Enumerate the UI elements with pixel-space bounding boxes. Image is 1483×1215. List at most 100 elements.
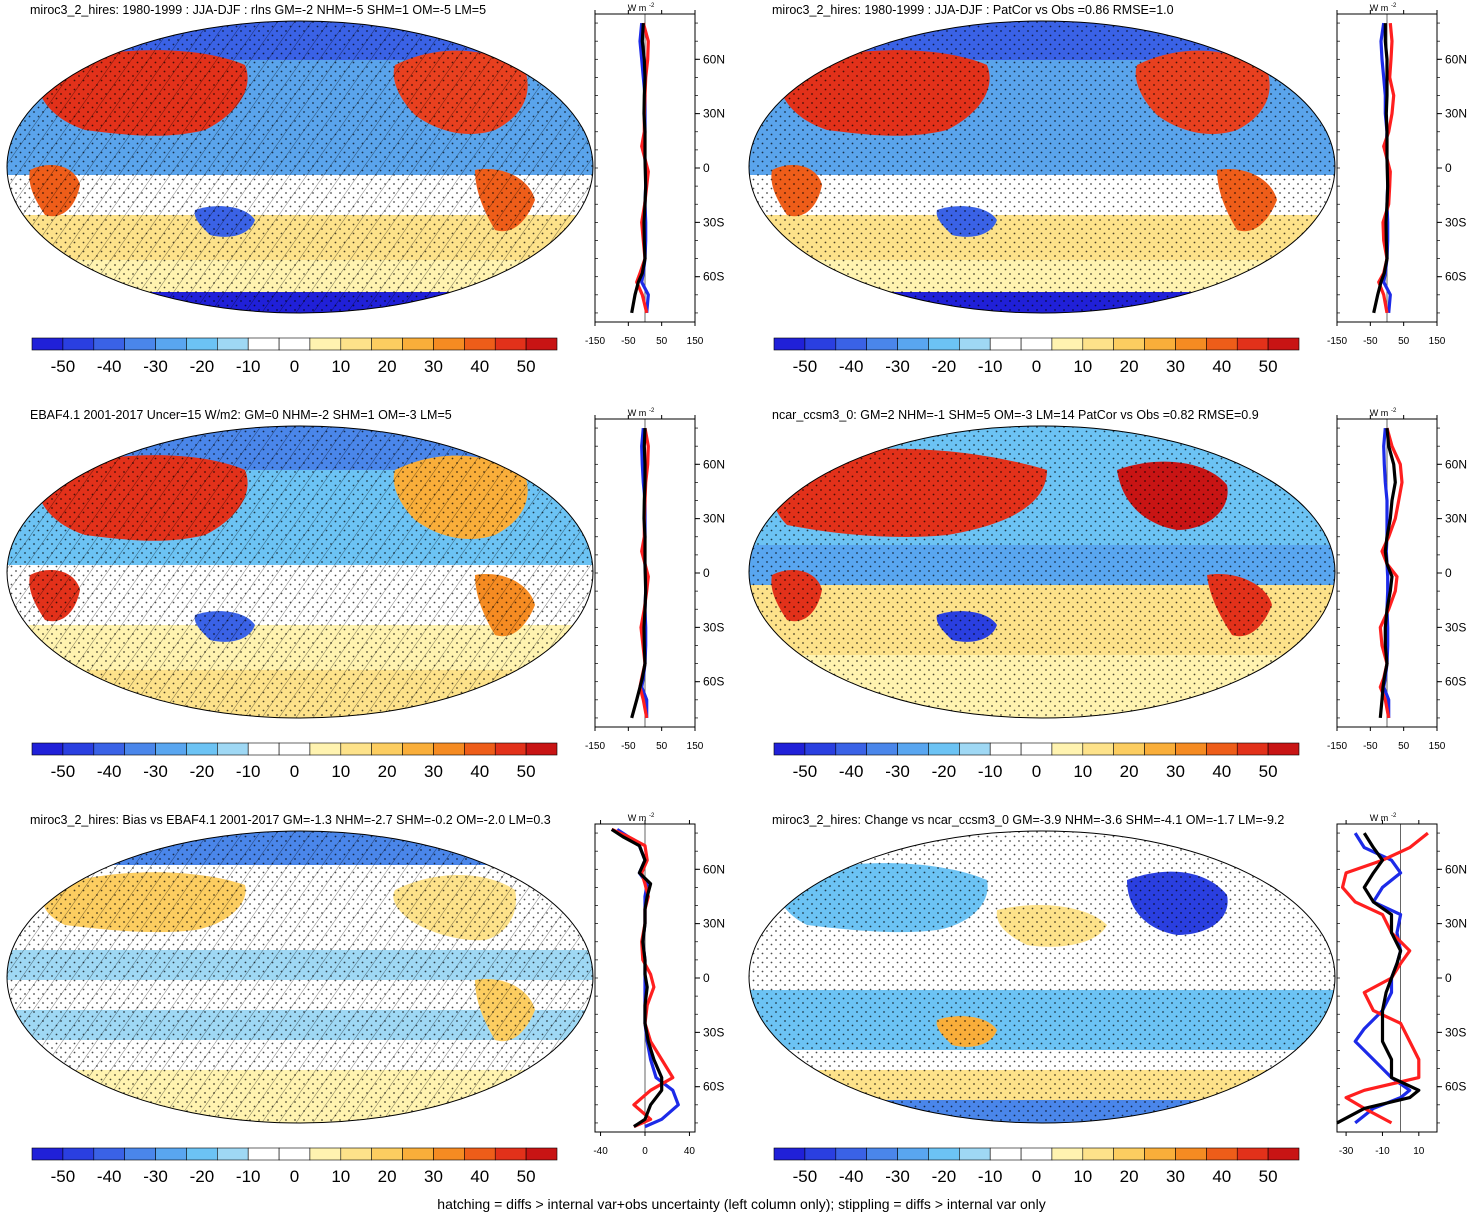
- colorbar-swatch: [1236, 742, 1269, 756]
- colorbar-swatch: [773, 337, 806, 351]
- colorbar-label: -20: [190, 1167, 215, 1186]
- map-border: [748, 830, 1336, 1124]
- panel-ncar-ccsm3: ncar_ccsm3_0: GM=2 NHM=-1 SHM=5 OM=-3 LM…: [742, 405, 1483, 810]
- colorbar-swatch: [186, 337, 218, 351]
- colorbar-label: -10: [236, 357, 261, 376]
- units-label: W m: [1370, 3, 1389, 13]
- lat-label: 60S: [703, 675, 724, 689]
- colorbar-swatch: [959, 742, 991, 756]
- units-label: W m: [628, 408, 647, 418]
- x-tick-label: 50: [656, 741, 668, 752]
- colorbar-swatch: [31, 337, 64, 351]
- zonal-black-line: [1378, 427, 1397, 719]
- colorbar-label: 0: [290, 762, 299, 781]
- colorbar-swatch: [866, 742, 898, 756]
- colorbar-label: 0: [1032, 1167, 1041, 1186]
- colorbar-swatch: [1051, 337, 1084, 351]
- colorbar-swatch: [494, 1147, 527, 1161]
- colorbar-swatch: [247, 742, 280, 756]
- zonal-mean-plot: W m -2 60N 30N 0 30S 60S -30 -10 10: [1336, 813, 1467, 1157]
- lat-label: 60N: [1445, 862, 1467, 876]
- colorbar: -50 -40 -30 -20 -10 0 10 20 30 40 50: [773, 337, 1300, 376]
- colorbar-swatch: [340, 742, 372, 756]
- colorbar-swatch: [217, 742, 249, 756]
- colorbar-swatch: [1236, 1147, 1269, 1161]
- zonal-mean-plot: W m -2 60N 30N 0 30S 60S -150 -50 50 150: [585, 408, 725, 752]
- colorbar-label: -30: [885, 357, 910, 376]
- colorbar-swatch: [217, 1147, 249, 1161]
- lat-label: 0: [703, 566, 710, 580]
- colorbar-label: 30: [1166, 762, 1185, 781]
- colorbar-swatch: [155, 742, 187, 756]
- global-map: [6, 425, 594, 719]
- colorbar-label: -10: [978, 1167, 1003, 1186]
- stippling: [749, 21, 1335, 313]
- zonal-black-line: [1372, 23, 1390, 314]
- zonal-black-line: [610, 828, 664, 1128]
- x-tick-label: -50: [621, 336, 636, 347]
- panel-title: EBAF4.1 2001-2017 Uncer=15 W/m2: GM=0 NH…: [30, 408, 452, 422]
- panel-miroc-change-vs-ncar: miroc3_2_hires: Change vs ncar_ccsm3_0 G…: [742, 810, 1483, 1215]
- colorbar-swatch: [494, 337, 527, 351]
- colorbar-swatch: [62, 742, 95, 756]
- colorbar-label: 20: [1120, 1167, 1139, 1186]
- lat-label: 30N: [703, 107, 725, 121]
- colorbar-swatch: [1051, 1147, 1084, 1161]
- units-exponent: -2: [649, 408, 655, 414]
- colorbar-label: -50: [793, 1167, 818, 1186]
- colorbar-label: 40: [1212, 1167, 1231, 1186]
- x-tick-label: 150: [1429, 336, 1446, 347]
- colorbar-label: 10: [331, 357, 350, 376]
- panel-title: miroc3_2_hires: 1980-1999 : JJA-DJF : Pa…: [772, 3, 1174, 17]
- zonal-blue-line: [616, 828, 680, 1129]
- lat-label: 60N: [703, 862, 725, 876]
- colorbar-label: -10: [236, 1167, 261, 1186]
- colorbar-swatch: [433, 337, 465, 351]
- units-label: W m: [628, 813, 647, 823]
- colorbar: -50 -40 -30 -20 -10 0 10 20 30 40 50: [773, 742, 1300, 781]
- colorbar-swatch: [1082, 742, 1114, 756]
- zonal-mean-plot: W m -2 60N 30N 0 30S 60S -40 0 40: [593, 813, 725, 1157]
- colorbar-swatch: [402, 1147, 434, 1161]
- lat-label: 30N: [1445, 512, 1467, 526]
- colorbar-swatch: [835, 742, 867, 756]
- colorbar-swatch: [278, 1147, 311, 1161]
- colorbar-swatch: [217, 337, 249, 351]
- stippling: [749, 831, 1335, 1123]
- colorbar-swatch: [93, 337, 125, 351]
- zonal-blue-line: [1353, 832, 1412, 1125]
- colorbar-label: -10: [236, 762, 261, 781]
- colorbar-label: 0: [1032, 762, 1041, 781]
- colorbar-label: -40: [839, 762, 864, 781]
- map-border: [6, 425, 594, 719]
- panel-title: ncar_ccsm3_0: GM=2 NHM=-1 SHM=5 OM=-3 LM…: [772, 408, 1259, 422]
- colorbar-label: -40: [97, 1167, 122, 1186]
- colorbar-swatch: [1206, 337, 1238, 351]
- colorbar-label: 20: [378, 762, 397, 781]
- lat-label: 30S: [1445, 1025, 1466, 1039]
- colorbar-label: -20: [190, 762, 215, 781]
- colorbar: -50 -40 -30 -20 -10 0 10 20 30 40 50: [31, 1147, 558, 1186]
- colorbar-swatch: [1020, 742, 1053, 756]
- colorbar-swatch: [464, 337, 496, 351]
- colorbar-swatch: [93, 742, 125, 756]
- lat-label: 30N: [1445, 107, 1467, 121]
- global-map: [748, 830, 1336, 1124]
- colorbar-label: -10: [978, 762, 1003, 781]
- colorbar-swatch: [835, 337, 867, 351]
- x-tick-label: 40: [684, 1146, 696, 1157]
- colorbar-swatch: [1206, 742, 1238, 756]
- colorbar-label: -30: [143, 762, 168, 781]
- colorbar-swatch: [31, 1147, 64, 1161]
- colorbar-swatch: [1144, 742, 1176, 756]
- stippling: [749, 426, 1335, 718]
- x-tick-label: -50: [1363, 741, 1378, 752]
- colorbar-swatch: [989, 337, 1022, 351]
- colorbar-swatch: [124, 742, 156, 756]
- colorbar-swatch: [804, 337, 837, 351]
- colorbar-label: 0: [290, 357, 299, 376]
- x-tick-label: -150: [585, 336, 605, 347]
- colorbar-swatch: [1175, 1147, 1207, 1161]
- colorbar-swatch: [402, 337, 434, 351]
- colorbar-label: -30: [143, 1167, 168, 1186]
